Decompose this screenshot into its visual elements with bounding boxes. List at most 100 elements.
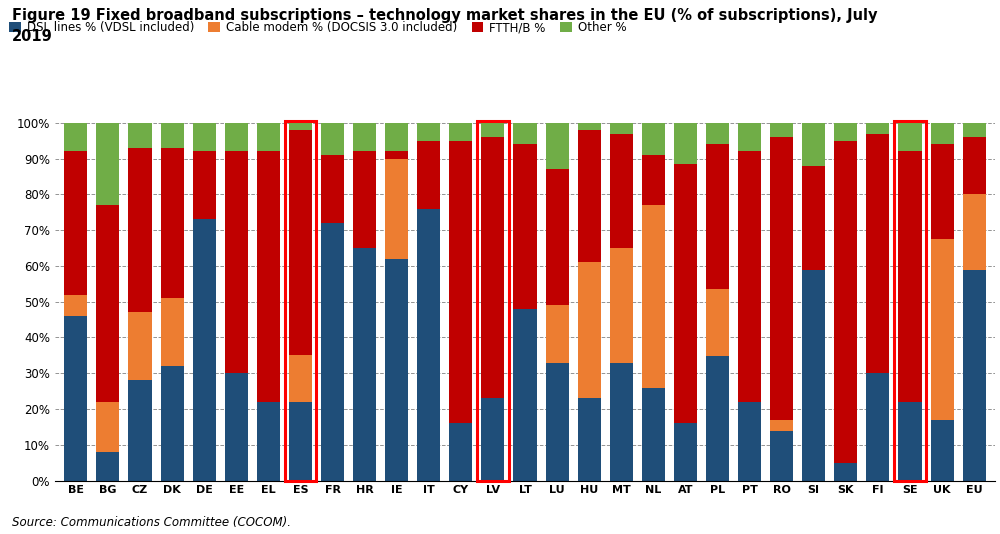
Bar [963,270,986,481]
Bar [481,398,504,481]
Bar [770,430,793,481]
Bar [802,270,825,481]
Bar [706,356,729,481]
Bar [578,262,601,398]
Bar [257,123,280,152]
Bar [64,316,87,481]
Bar [963,194,986,270]
Bar [738,402,761,481]
Bar [578,130,601,262]
Bar [64,152,87,295]
Bar [866,134,889,373]
Bar [417,209,440,481]
Bar [866,123,889,134]
Bar [128,380,152,481]
Bar [257,152,280,402]
Bar [834,123,857,141]
Bar [385,152,408,159]
Bar [513,123,537,144]
Bar [225,373,248,481]
Bar [193,123,216,152]
Bar [64,295,87,316]
Bar [321,223,344,481]
Bar [706,289,729,356]
Bar [385,259,408,481]
Bar [931,239,954,420]
Bar [477,121,509,481]
Bar [257,402,280,481]
Bar [894,121,926,481]
Bar [898,402,922,481]
Bar [321,155,344,223]
Bar [802,166,825,270]
Bar [674,123,697,164]
Bar [578,123,601,130]
Bar [546,363,569,481]
Bar [834,462,857,481]
Bar [353,248,376,481]
Bar [546,169,569,305]
Bar [289,123,312,130]
Bar [898,123,922,152]
Bar [321,123,344,155]
Bar [225,152,248,373]
Bar [898,152,922,402]
Bar [353,152,376,248]
Bar [289,402,312,481]
Bar [128,123,152,148]
Bar [225,123,248,152]
Bar [642,388,665,481]
Bar [706,144,729,289]
Bar [449,423,472,481]
Text: 2019: 2019 [12,29,53,44]
Bar [802,123,825,166]
Bar [161,148,184,298]
Bar [96,452,119,481]
Bar [610,134,633,248]
Bar [642,155,665,205]
Bar [674,423,697,481]
Bar [931,123,954,144]
Bar [449,141,472,423]
Bar [546,305,569,363]
Bar [963,123,986,137]
Bar [285,121,316,481]
Bar [931,144,954,239]
Bar [513,309,537,481]
Bar [128,312,152,380]
Bar [513,144,537,309]
Bar [642,205,665,388]
Bar [193,152,216,219]
Bar [385,159,408,259]
Bar [546,123,569,169]
Bar [96,205,119,402]
Bar [866,373,889,481]
Bar [353,123,376,152]
Bar [64,123,87,152]
Bar [481,123,504,137]
Bar [161,298,184,366]
Bar [738,152,761,402]
Bar [770,137,793,420]
Bar [193,219,216,481]
Bar [128,148,152,312]
Bar [738,123,761,152]
Bar [161,123,184,148]
Text: Figure 19 Fixed broadband subscriptions – technology market shares in the EU (% : Figure 19 Fixed broadband subscriptions … [12,8,878,23]
Bar [706,123,729,144]
Bar [931,420,954,481]
Bar [610,363,633,481]
Bar [96,123,119,205]
Bar [161,366,184,481]
Bar [417,123,440,141]
Bar [642,123,665,155]
Bar [289,130,312,356]
Legend: DSL lines % (VDSL included), Cable modem % (DOCSIS 3.0 included), FTTH/B %, Othe: DSL lines % (VDSL included), Cable modem… [9,21,626,34]
Bar [385,123,408,152]
Bar [96,402,119,452]
Bar [449,123,472,141]
Bar [578,398,601,481]
Bar [289,356,312,402]
Bar [610,248,633,363]
Bar [481,137,504,398]
